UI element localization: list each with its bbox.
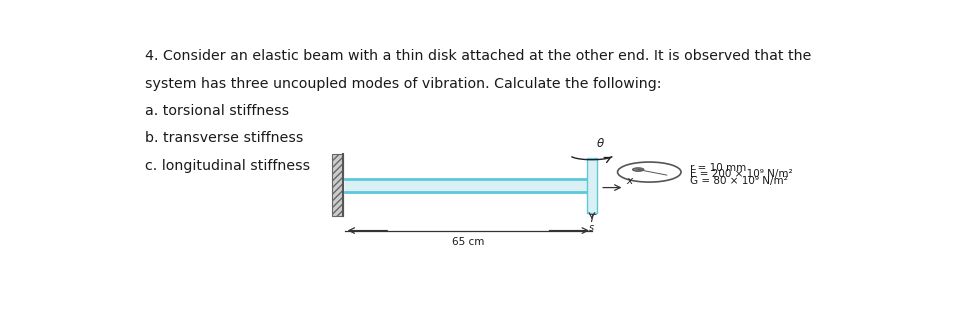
Text: G = 80 × 10⁹ N/m²: G = 80 × 10⁹ N/m² [690, 175, 788, 186]
Bar [587, 158, 597, 213]
Text: r = 10 mm: r = 10 mm [690, 162, 746, 173]
Text: $\theta$: $\theta$ [596, 137, 604, 150]
Circle shape [617, 162, 681, 182]
Bar [345, 179, 587, 192]
Text: E = 200 × 10⁹ N/m²: E = 200 × 10⁹ N/m² [690, 169, 793, 179]
Text: a. torsional stiffness: a. torsional stiffness [144, 104, 289, 118]
Circle shape [633, 168, 644, 171]
Text: system has three uncoupled modes of vibration. Calculate the following:: system has three uncoupled modes of vibr… [144, 77, 661, 91]
Text: c. longitudinal stiffness: c. longitudinal stiffness [144, 159, 310, 173]
Bar [332, 154, 342, 216]
Text: T: T [589, 214, 596, 224]
Text: x: x [627, 176, 633, 186]
Text: 65 cm: 65 cm [452, 237, 485, 246]
Text: 4. Consider an elastic beam with a thin disk attached at the other end. It is ob: 4. Consider an elastic beam with a thin … [144, 49, 811, 63]
Text: s: s [589, 224, 595, 233]
Text: b. transverse stiffness: b. transverse stiffness [144, 131, 303, 145]
